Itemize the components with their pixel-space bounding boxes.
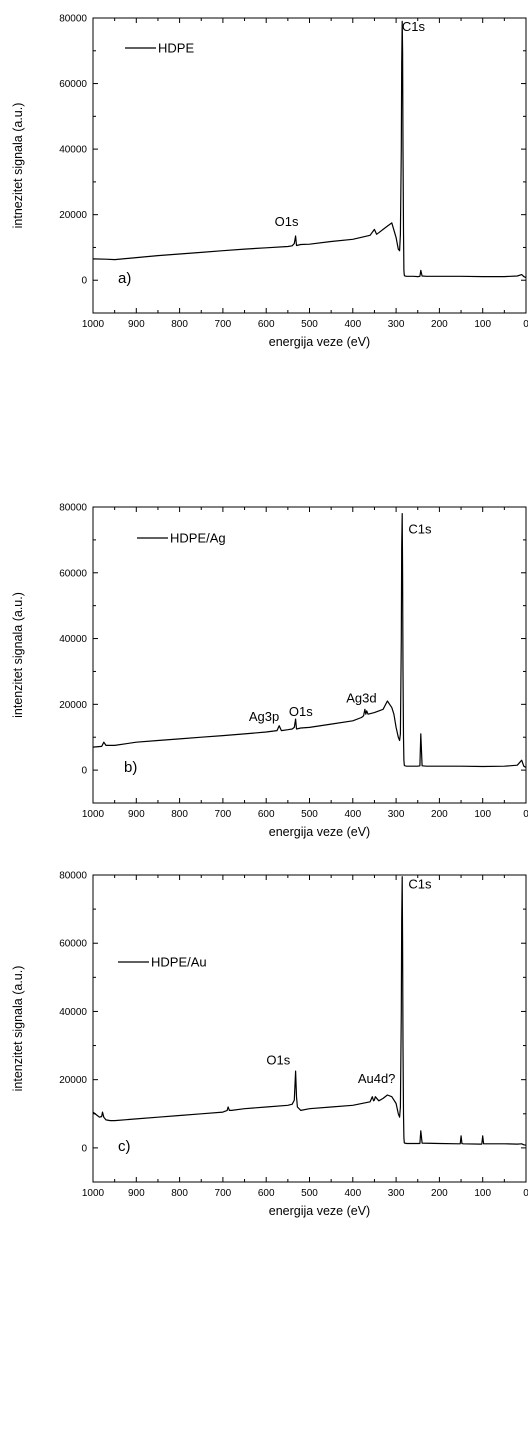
y-tick-label: 0 xyxy=(81,276,87,287)
xps-chart-b: 1000 900 800 700 600 500 400 300 200 100 002000040… xyxy=(11,503,528,840)
x-tick-label: 900 xyxy=(128,809,145,820)
y-axis-title: intenzitet signala (a.u.) xyxy=(11,592,25,718)
y-tick-label: 20000 xyxy=(59,700,87,711)
peak-label: O1s xyxy=(266,1052,290,1067)
x-tick-label: 500 xyxy=(301,319,318,330)
panel-letter: b) xyxy=(124,759,137,776)
x-tick-label: 500 xyxy=(301,1188,318,1199)
y-tick-label: 60000 xyxy=(59,568,87,579)
y-tick-label: 20000 xyxy=(59,210,87,221)
x-tick-label: 700 xyxy=(215,319,232,330)
x-tick-label: 0 xyxy=(523,809,528,820)
y-tick-label: 20000 xyxy=(59,1075,87,1086)
x-tick-label: 1000 xyxy=(82,809,105,820)
panel-letter: c) xyxy=(118,1138,131,1155)
x-tick-label: 200 xyxy=(431,1188,448,1199)
x-tick-label: 1000 xyxy=(82,319,105,330)
x-tick-label: 0 xyxy=(523,319,528,330)
x-tick-label: 400 xyxy=(344,1188,361,1199)
x-tick-label: 300 xyxy=(388,809,405,820)
x-tick-label: 800 xyxy=(171,809,188,820)
peak-label: Ag3p xyxy=(249,709,279,724)
x-tick-label: 0 xyxy=(523,1188,528,1199)
peak-label: O1s xyxy=(275,214,299,229)
y-tick-label: 40000 xyxy=(59,145,87,156)
xps-chart-c: 1000 900 800 700 600 500 400 300 200 100 002000040… xyxy=(11,871,528,1219)
y-tick-label: 60000 xyxy=(59,939,87,950)
spectrum-line xyxy=(92,513,527,769)
xps-panel-a: 1000 900 800 700 600 500 400 300 200 100 0 0 20000 40… xyxy=(0,0,528,370)
legend-label: HDPE/Au xyxy=(151,955,207,970)
x-tick-label: 800 xyxy=(171,319,188,330)
x-axis-title: energija veze (eV) xyxy=(269,825,370,839)
x-axis-title: energija veze (eV) xyxy=(269,1204,370,1218)
plot-frame xyxy=(92,17,527,314)
x-tick-label: 100 xyxy=(474,1188,491,1199)
xps-panel-c: 1000 900 800 700 600 500 400 300 200 100 0 0 20000 40… xyxy=(0,860,528,1441)
xps-panel-b: 1000 900 800 700 600 500 400 300 200 100 0 0 20000 40… xyxy=(0,490,528,850)
legend-label: HDPE xyxy=(158,41,194,56)
x-tick-label: 700 xyxy=(215,1188,232,1199)
x-tick-label: 300 xyxy=(388,1188,405,1199)
x-tick-label: 200 xyxy=(431,809,448,820)
x-axis-title: energija veze (eV) xyxy=(269,335,370,349)
y-tick-label: 40000 xyxy=(59,634,87,645)
panel-letter: a) xyxy=(118,270,131,287)
x-tick-label: 600 xyxy=(258,319,275,330)
y-tick-label: 80000 xyxy=(59,503,87,514)
x-tick-label: 600 xyxy=(258,1188,275,1199)
x-tick-label: 700 xyxy=(215,809,232,820)
y-tick-label: 0 xyxy=(81,1143,87,1154)
xps-chart-a: 1000 900 800 700 600 500 400 300 200 100 002000040… xyxy=(11,14,528,350)
x-tick-label: 900 xyxy=(128,1188,145,1199)
y-axis-title: intnezitet signala (a.u.) xyxy=(11,103,25,229)
y-tick-label: 80000 xyxy=(59,871,87,882)
x-tick-label: 200 xyxy=(431,319,448,330)
x-tick-label: 400 xyxy=(344,809,361,820)
legend-label: HDPE/Ag xyxy=(170,531,226,546)
peak-label: C1s xyxy=(402,19,426,34)
y-tick-label: 60000 xyxy=(59,79,87,90)
peak-label: C1s xyxy=(408,877,432,892)
plot-frame xyxy=(92,506,527,804)
x-tick-label: 500 xyxy=(301,809,318,820)
peak-label: Ag3d xyxy=(346,691,376,706)
x-tick-label: 600 xyxy=(258,809,275,820)
x-tick-label: 300 xyxy=(388,319,405,330)
y-tick-label: 40000 xyxy=(59,1007,87,1018)
x-tick-label: 900 xyxy=(128,319,145,330)
y-tick-label: 80000 xyxy=(59,14,87,25)
y-axis-title: intenzitet signala (a.u.) xyxy=(11,966,25,1092)
x-tick-label: 400 xyxy=(344,319,361,330)
x-tick-label: 100 xyxy=(474,319,491,330)
x-tick-label: 800 xyxy=(171,1188,188,1199)
y-tick-label: 0 xyxy=(81,766,87,777)
x-tick-label: 1000 xyxy=(82,1188,105,1199)
x-tick-label: 100 xyxy=(474,809,491,820)
peak-label: C1s xyxy=(408,521,432,536)
peak-label: Au4d? xyxy=(358,1071,396,1086)
spectrum-line xyxy=(92,20,527,279)
spectrum-line xyxy=(92,876,527,1146)
peak-label: O1s xyxy=(289,704,313,719)
